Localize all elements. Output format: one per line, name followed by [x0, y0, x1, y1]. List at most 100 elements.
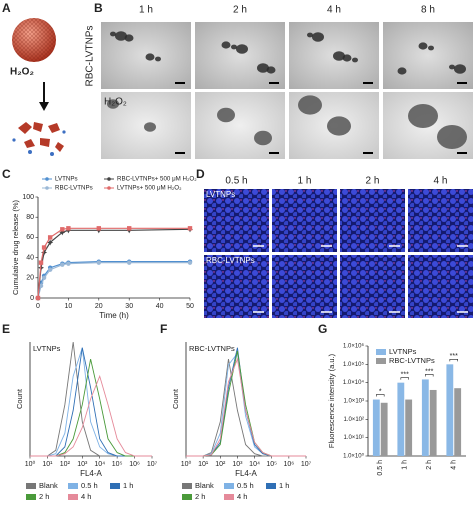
panel-label: C: [2, 167, 11, 181]
y-tick-label: 20: [26, 275, 34, 282]
y-axis-label: Fluorescence intensity (a.u.): [327, 353, 336, 448]
marker: [35, 295, 41, 301]
x-tick-label: 20: [95, 303, 103, 310]
illustration: [12, 18, 66, 156]
x-tick-label: 10⁷: [147, 461, 158, 468]
particle: [352, 57, 358, 63]
x-tick-label: 10¹: [42, 461, 53, 468]
y-axis-label: Cumulative drug release (%): [11, 199, 20, 295]
x-tick-label: 10⁰: [25, 460, 36, 468]
column-header: 8 h: [421, 5, 435, 16]
legend-swatch: [110, 483, 120, 489]
legend-swatch: [376, 358, 386, 364]
y-axis-label: Count: [15, 388, 24, 409]
particle: [124, 34, 134, 42]
significance-bracket: [449, 359, 458, 362]
legend-swatch: [266, 483, 276, 489]
micrograph: [383, 22, 473, 89]
legend-label: RBC-LVTNPs: [389, 356, 435, 365]
fluorescence-image: [204, 189, 269, 252]
x-tick-label: 10⁶: [129, 461, 140, 468]
particle: [454, 64, 466, 74]
panel-label: F: [160, 322, 167, 336]
bar: [429, 389, 437, 456]
particle: [144, 122, 156, 132]
particle: [333, 51, 345, 61]
x-tick-label: 50: [186, 303, 194, 310]
legend-swatch: [182, 483, 192, 489]
marker: [96, 226, 101, 231]
panel-label: D: [196, 167, 205, 181]
particle: [110, 31, 116, 37]
fluorescence-image: [204, 255, 269, 318]
x-tick-label: 1 h: [402, 460, 409, 470]
marker: [60, 262, 65, 267]
fluorescence-image: [408, 189, 473, 252]
x-tick-label: 10: [65, 303, 73, 310]
marker: [187, 260, 193, 265]
significance-bracket: [425, 374, 434, 377]
legend-label: RBC-LVTNPs+ 500 μM H₂O₂: [117, 176, 197, 183]
micrograph: [195, 92, 285, 159]
particle: [257, 63, 269, 73]
marker: [38, 283, 44, 289]
particle: [307, 32, 313, 38]
significance-bracket: [400, 377, 409, 380]
particle: [266, 66, 276, 74]
x-axis-label: FL4-A: [80, 469, 102, 478]
bar: [421, 379, 429, 456]
legend-label: 1 h: [279, 481, 289, 490]
legend-label: 0.5 h: [81, 481, 98, 490]
x-tick-label: 10⁵: [112, 461, 123, 468]
column-header: 4 h: [327, 5, 341, 16]
panel-label: E: [2, 322, 10, 336]
x-tick-label: 30: [125, 303, 133, 310]
legend-swatch: [224, 483, 234, 489]
y-tick-label: 1.0×10⁵: [343, 361, 365, 368]
legend-swatch: [68, 494, 78, 500]
marker: [60, 227, 65, 232]
legend-swatch: [26, 483, 36, 489]
panel-label: G: [318, 322, 327, 336]
legend-label: 1 h: [123, 481, 133, 490]
fluorescence-image: [272, 189, 337, 252]
bar: [454, 388, 462, 456]
particle: [236, 44, 248, 54]
significance: ***: [401, 372, 409, 379]
x-tick-label: 0: [36, 303, 40, 310]
y-tick-label: 80: [26, 214, 34, 221]
row-label: RBC-LVTNPs: [85, 26, 96, 87]
inset-label: LVTNPs: [33, 344, 61, 353]
particle: [428, 45, 434, 51]
significance: ***: [425, 368, 433, 375]
bar: [372, 399, 380, 456]
x-tick-label: 40: [156, 303, 164, 310]
legend-marker: [107, 186, 111, 190]
fluorescence-image: [340, 255, 405, 318]
particle: [231, 44, 237, 50]
series-line: [30, 347, 152, 457]
significance: *: [379, 388, 382, 395]
column-header: 1 h: [139, 5, 153, 16]
x-axis-label: Time (h): [99, 311, 129, 320]
x-tick-label: 10³: [232, 461, 243, 468]
particle: [107, 99, 119, 109]
x-axis-label: FL4-A: [235, 469, 257, 478]
panel-label: A: [2, 1, 11, 15]
axes: [37, 197, 190, 299]
x-tick-label: 0.5 h: [377, 460, 384, 476]
particle: [312, 32, 324, 42]
marker: [96, 260, 102, 265]
marker: [47, 267, 53, 272]
x-tick-label: 10²: [215, 461, 226, 468]
y-tick-label: 40: [26, 254, 34, 261]
bar: [446, 364, 454, 456]
y-tick-label: 100: [22, 194, 34, 201]
x-tick-label: 10⁵: [266, 461, 277, 468]
legend-marker: [45, 186, 49, 190]
row-label: RBC-LVTNPs: [206, 256, 255, 265]
y-tick-label: 1.0×10¹: [343, 435, 364, 441]
legend-swatch: [26, 494, 36, 500]
column-header: 2 h: [233, 5, 247, 16]
